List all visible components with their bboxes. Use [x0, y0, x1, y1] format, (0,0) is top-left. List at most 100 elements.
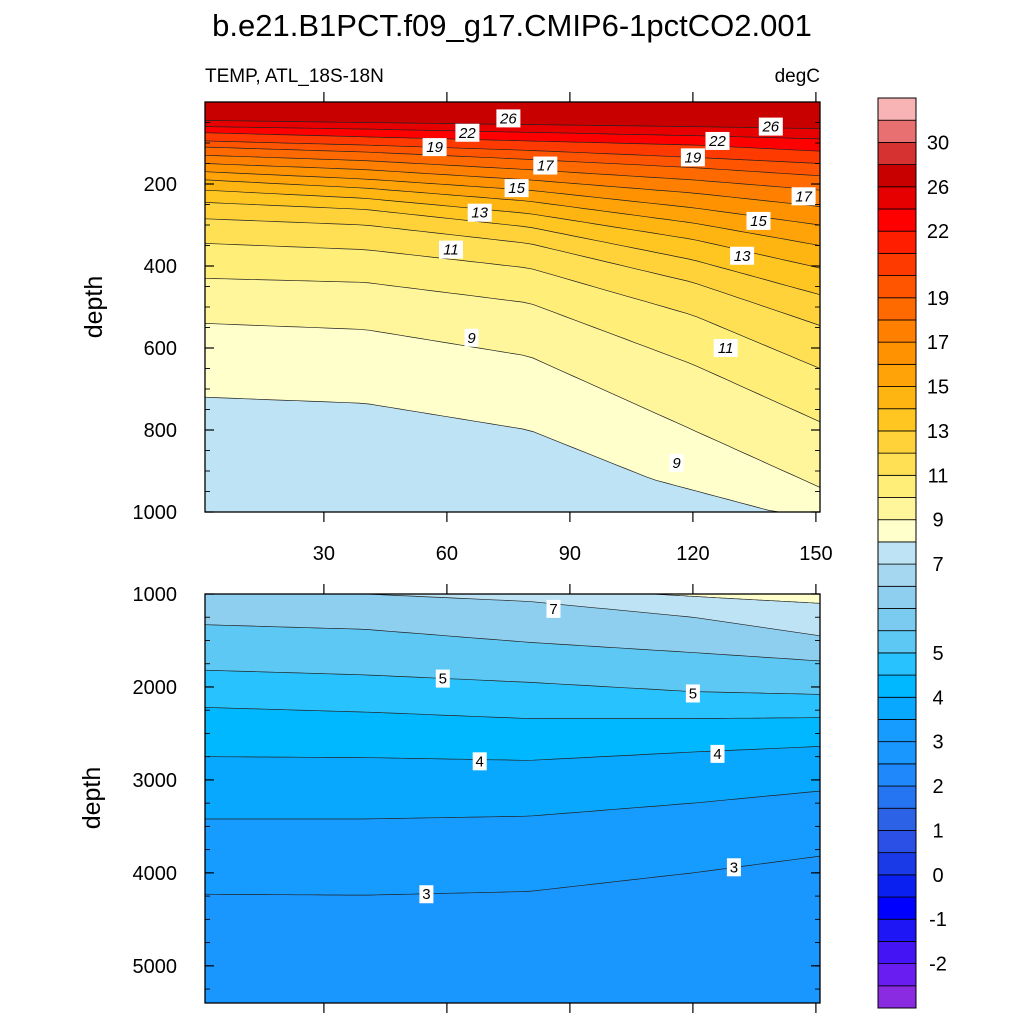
colorbar-box [877, 830, 917, 854]
contour-label: 15 [508, 180, 525, 197]
contour-line [651, 594, 820, 604]
contour-label-box [746, 211, 771, 230]
colorbar-box [877, 252, 917, 276]
contour-line [205, 669, 820, 695]
colorbar-tick-label: 7 [932, 554, 943, 576]
upper-right-label: degC [775, 66, 820, 87]
contour-label-box [758, 117, 783, 136]
contour-line [205, 323, 820, 488]
contour-label: 4 [476, 753, 484, 770]
colorbar-box [877, 696, 917, 720]
colorbar-box [877, 963, 917, 987]
colorbar-box [877, 763, 917, 787]
colorbar-tick-label: 30 [927, 132, 949, 154]
contour-line [205, 202, 820, 296]
contour-label-box [726, 858, 741, 877]
y-tick-label: 200 [144, 174, 177, 196]
colorbar-box [877, 985, 917, 1009]
colorbar-box [877, 608, 917, 632]
contour-label: 19 [685, 149, 702, 166]
x-tick-label: 30 [313, 543, 335, 565]
contour-label-box [680, 148, 705, 167]
colorbar-tick-label: 22 [927, 221, 949, 243]
colorbar-box [877, 208, 917, 232]
contour-label-box [669, 453, 684, 472]
y-tick-label: 5000 [133, 956, 178, 978]
y-tick-label: 4000 [133, 863, 178, 885]
contour-label-box [546, 599, 561, 618]
y-tick-label: 1000 [133, 584, 178, 606]
colorbar-box [877, 230, 917, 254]
colorbar-box [877, 164, 917, 188]
y-tick-label: 600 [144, 338, 177, 360]
contour-label-box [435, 669, 450, 688]
x-tick-label: 90 [559, 543, 581, 565]
contour-label-box [467, 203, 492, 222]
colorbar-box [877, 741, 917, 765]
lower-y-axis-label: depth [78, 767, 106, 830]
contour-label-box [533, 156, 558, 175]
y-tick-label: 400 [144, 256, 177, 278]
x-tick-label: 120 [676, 543, 709, 565]
y-tick-label: 1000 [133, 502, 178, 524]
colorbar-tick-label: 13 [927, 421, 949, 443]
contour-line [205, 179, 820, 246]
colorbar: -2 -1 0 1 2 3 4 5 7 9 11 13 15 17 19 22 26 30 [877, 97, 949, 1009]
contour-line [205, 396, 820, 512]
contour-label: 3 [730, 859, 738, 876]
colorbar-box [877, 630, 917, 654]
contour-fills [205, 102, 820, 512]
contour-label: 5 [439, 671, 447, 688]
contour-fill-band [205, 594, 820, 604]
contour-label: 5 [689, 685, 697, 702]
contour-line [205, 243, 820, 369]
colorbar-box [877, 97, 917, 121]
upper-y-axis-label: depth [80, 276, 108, 339]
colorbar-tick-label: 2 [932, 776, 943, 798]
contour-label: 22 [458, 125, 476, 142]
contour-label-box [730, 246, 755, 265]
contour-label-box [422, 138, 447, 157]
colorbar-tick-label: 1 [932, 820, 943, 842]
colorbar-tick-label: 15 [927, 377, 949, 399]
y-tick-label: 800 [144, 420, 177, 442]
colorbar-tick-label: 17 [927, 332, 949, 354]
colorbar-box [877, 386, 917, 410]
contour-label: 19 [426, 139, 443, 156]
contour-label-box [685, 684, 700, 703]
contour-line [205, 140, 820, 164]
colorbar-box [877, 941, 917, 965]
lower-contour-panel: 7 5 5 4 4 3 3 1000 2000 3000 4000 5000 [133, 584, 821, 1013]
colorbar-box [877, 674, 917, 698]
contour-labels: 26 26 22 22 19 19 17 17 15 15 13 13 11 11 9 9 [422, 109, 816, 472]
contour-line [205, 790, 820, 820]
contour-line [205, 277, 820, 423]
contour-fill-band [205, 594, 820, 636]
contour-label: 11 [718, 340, 734, 357]
contour-label: 17 [537, 158, 554, 175]
contour-label-box [419, 885, 434, 904]
contour-label: 15 [750, 213, 767, 230]
y-ticks: 200 400 600 800 1000 [133, 101, 820, 524]
colorbar-box [877, 563, 917, 587]
x-tick-label: 150 [799, 543, 832, 565]
colorbar-box [877, 186, 917, 210]
contour-line [205, 624, 820, 662]
x-ticks [323, 584, 817, 1013]
colorbar-box [877, 874, 917, 898]
x-ticks: 30 60 90 120 150 [313, 92, 833, 565]
contour-label: 26 [761, 119, 779, 136]
colorbar-tick-label: 9 [932, 510, 943, 532]
colorbar-tick-label: 11 [928, 465, 949, 487]
contour-label-box [705, 131, 730, 150]
colorbar-tick-label: 26 [927, 177, 949, 199]
colorbar-box [877, 474, 917, 498]
colorbar-box [877, 785, 917, 809]
colorbar-box [877, 497, 917, 521]
contour-line [205, 154, 820, 191]
contour-label: 22 [708, 133, 726, 150]
contour-label-box [464, 328, 479, 347]
contour-line [205, 855, 820, 896]
contour-label-box [713, 339, 738, 357]
